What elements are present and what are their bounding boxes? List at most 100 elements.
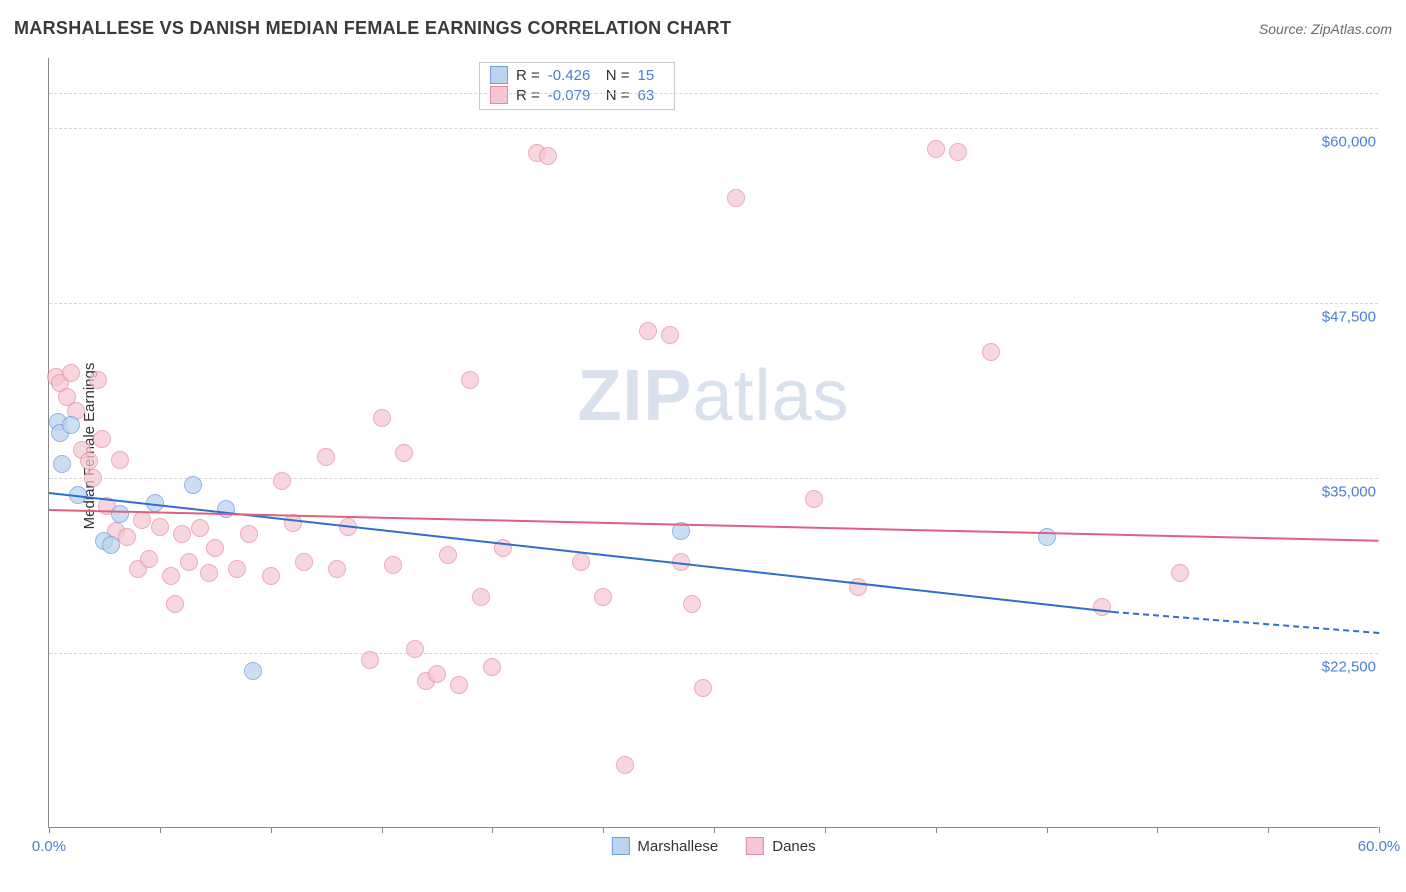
bottom-legend: Marshallese Danes: [611, 837, 815, 855]
watermark-bold: ZIP: [577, 356, 692, 436]
x-tick: [271, 827, 272, 833]
plot-area: ZIPatlas R =-0.426N =15R =-0.079N =63 Ma…: [48, 58, 1378, 828]
data-point: [273, 472, 291, 490]
r-value: -0.079: [548, 87, 598, 104]
data-point: [166, 595, 184, 613]
r-value: -0.426: [548, 67, 598, 84]
data-point: [184, 476, 202, 494]
data-point: [949, 143, 967, 161]
x-tick: [1268, 827, 1269, 833]
gridline: [49, 478, 1378, 479]
data-point: [111, 505, 129, 523]
data-point: [982, 343, 1000, 361]
data-point: [200, 564, 218, 582]
data-point: [62, 364, 80, 382]
data-point: [140, 550, 158, 568]
gridline: [49, 653, 1378, 654]
gridline: [49, 303, 1378, 304]
data-point: [616, 756, 634, 774]
data-point: [228, 560, 246, 578]
x-tick: [1047, 827, 1048, 833]
bottom-legend-item: Danes: [746, 837, 815, 855]
data-point: [173, 525, 191, 543]
gridline: [49, 128, 1378, 129]
legend-stats-box: R = -0.426 N = 15 R = -0.079 N = 63: [479, 62, 675, 110]
watermark-rest: atlas: [692, 356, 849, 436]
data-point: [133, 511, 151, 529]
x-tick: [936, 827, 937, 833]
data-point: [428, 665, 446, 683]
n-label: N =: [606, 67, 630, 84]
data-point: [727, 189, 745, 207]
data-point: [89, 371, 107, 389]
n-label: N =: [606, 87, 630, 104]
data-point: [694, 679, 712, 697]
legend-swatch: [611, 837, 629, 855]
trend-line: [1113, 611, 1379, 634]
data-point: [361, 651, 379, 669]
legend-stats-row: R = -0.426 N = 15: [490, 65, 664, 85]
bottom-legend-item: Marshallese: [611, 837, 718, 855]
data-point: [1171, 564, 1189, 582]
chart-source: Source: ZipAtlas.com: [1259, 21, 1392, 37]
data-point: [406, 640, 424, 658]
data-point: [80, 452, 98, 470]
data-point: [111, 451, 129, 469]
legend-swatch: [746, 837, 764, 855]
data-point: [295, 553, 313, 571]
data-point: [317, 448, 335, 466]
x-tick: [1379, 827, 1380, 833]
x-tick: [825, 827, 826, 833]
data-point: [450, 676, 468, 694]
data-point: [572, 553, 590, 571]
data-point: [180, 553, 198, 571]
y-tick-label: $22,500: [1322, 659, 1380, 676]
data-point: [395, 444, 413, 462]
data-point: [1093, 598, 1111, 616]
y-tick-label: $35,000: [1322, 484, 1380, 501]
n-value: 63: [638, 87, 664, 104]
data-point: [102, 536, 120, 554]
x-tick-label-min: 0.0%: [32, 838, 66, 855]
data-point: [1038, 528, 1056, 546]
legend-label: Danes: [772, 838, 815, 855]
data-point: [384, 556, 402, 574]
legend-stats-row: R = -0.079 N = 63: [490, 85, 664, 105]
data-point: [162, 567, 180, 585]
data-point: [84, 469, 102, 487]
data-point: [594, 588, 612, 606]
n-value: 15: [638, 67, 664, 84]
data-point: [262, 567, 280, 585]
data-point: [373, 409, 391, 427]
data-point: [240, 525, 258, 543]
data-point: [927, 140, 945, 158]
data-point: [62, 416, 80, 434]
data-point: [472, 588, 490, 606]
r-label: R =: [516, 87, 540, 104]
r-label: R =: [516, 67, 540, 84]
data-point: [93, 430, 111, 448]
data-point: [661, 326, 679, 344]
y-tick-label: $47,500: [1322, 309, 1380, 326]
data-point: [805, 490, 823, 508]
gridline: [49, 93, 1378, 94]
data-point: [461, 371, 479, 389]
x-tick: [160, 827, 161, 833]
data-point: [639, 322, 657, 340]
data-point: [328, 560, 346, 578]
data-point: [206, 539, 224, 557]
data-point: [244, 662, 262, 680]
data-point: [539, 147, 557, 165]
x-tick: [603, 827, 604, 833]
legend-swatch: [490, 86, 508, 104]
x-tick: [49, 827, 50, 833]
data-point: [483, 658, 501, 676]
x-tick: [492, 827, 493, 833]
chart-title: MARSHALLESE VS DANISH MEDIAN FEMALE EARN…: [14, 18, 731, 39]
chart-header: MARSHALLESE VS DANISH MEDIAN FEMALE EARN…: [14, 18, 1392, 39]
data-point: [439, 546, 457, 564]
data-point: [118, 528, 136, 546]
legend-label: Marshallese: [637, 838, 718, 855]
legend-swatch: [490, 66, 508, 84]
y-tick-label: $60,000: [1322, 134, 1380, 151]
